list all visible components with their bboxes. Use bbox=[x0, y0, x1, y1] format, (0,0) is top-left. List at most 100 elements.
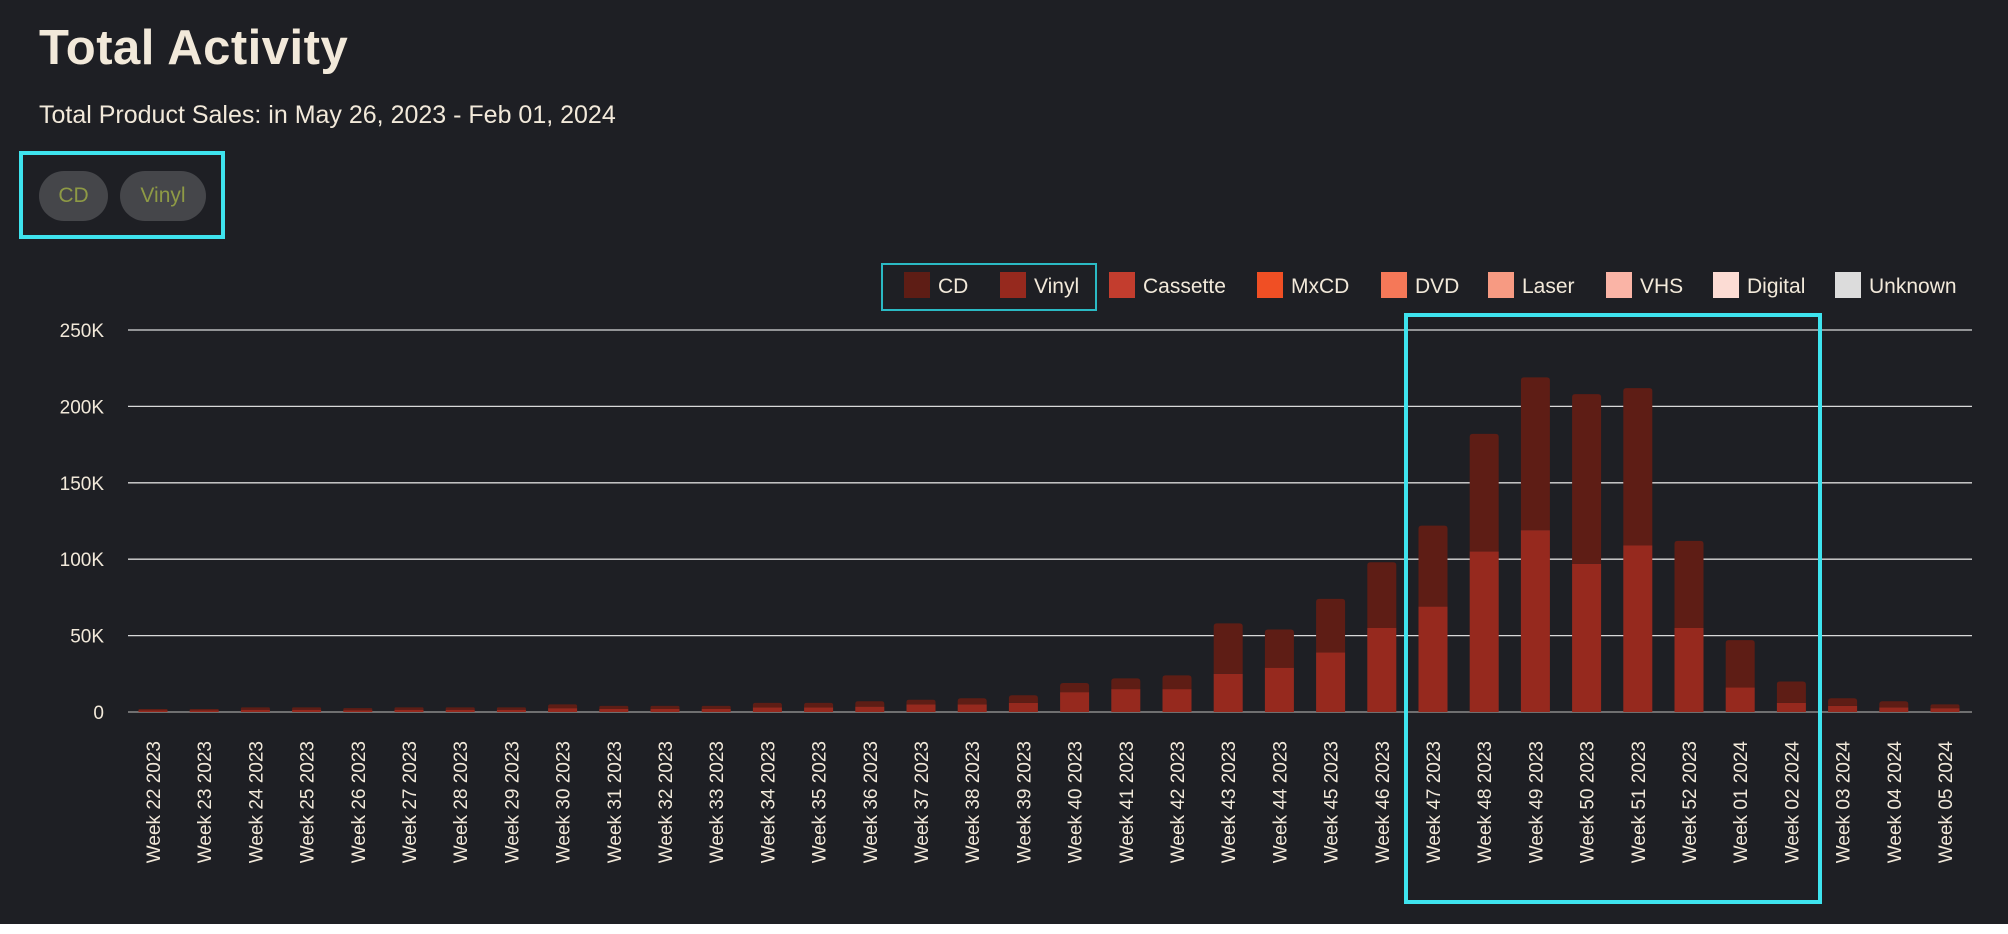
bar-cd-segment bbox=[1111, 678, 1141, 690]
x-tick-label: Week 39 2023 bbox=[1014, 741, 1035, 863]
x-tick-label: Week 32 2023 bbox=[656, 741, 677, 863]
legend-label: VHS bbox=[1640, 275, 1684, 298]
x-tick-label: Week 41 2023 bbox=[1117, 741, 1138, 863]
x-tick-label: Week 33 2023 bbox=[707, 741, 728, 863]
bar-vinyl-segment bbox=[1111, 689, 1141, 712]
x-tick-label: Week 44 2023 bbox=[1270, 741, 1291, 863]
y-tick-label: 150K bbox=[60, 474, 105, 495]
x-tick-label: Week 52 2023 bbox=[1680, 741, 1701, 863]
page-title: Total Activity bbox=[39, 21, 349, 75]
x-tick-label: Week 49 2023 bbox=[1526, 741, 1547, 863]
bar-cd-segment bbox=[1879, 701, 1909, 708]
x-tick-label: Week 02 2024 bbox=[1782, 741, 1803, 864]
bar-vinyl-segment bbox=[599, 708, 629, 712]
bar-cd-segment bbox=[855, 701, 885, 707]
bar-cd-segment bbox=[1418, 525, 1448, 607]
x-tick-label: Week 29 2023 bbox=[502, 741, 523, 863]
legend-swatch bbox=[904, 272, 930, 298]
bar-vinyl-segment bbox=[855, 706, 885, 712]
bar-cd-segment bbox=[1520, 377, 1550, 531]
legend-label: Digital bbox=[1747, 275, 1806, 298]
x-tick-label: Week 50 2023 bbox=[1578, 741, 1599, 863]
x-tick-label: Week 46 2023 bbox=[1373, 741, 1394, 863]
bar-vinyl-segment bbox=[189, 710, 219, 712]
bar-cd-segment bbox=[650, 705, 680, 709]
bar-vinyl-segment bbox=[1367, 627, 1397, 712]
filter-chip-vinyl[interactable]: Vinyl bbox=[120, 171, 206, 221]
bar-vinyl-segment bbox=[445, 709, 475, 712]
bar-cd-segment bbox=[599, 705, 629, 709]
bar-cd-segment bbox=[957, 698, 987, 705]
bar-cd-segment bbox=[189, 708, 219, 711]
x-tick-label: Week 42 2023 bbox=[1168, 741, 1189, 863]
x-tick-label: Week 36 2023 bbox=[861, 741, 882, 863]
bar-cd-segment bbox=[1213, 623, 1243, 674]
bar-vinyl-segment bbox=[343, 710, 373, 712]
bar-vinyl-segment bbox=[1008, 702, 1038, 712]
page-subtitle: Total Product Sales: in May 26, 2023 - F… bbox=[39, 101, 616, 129]
legend-label: Laser bbox=[1522, 275, 1575, 298]
legend-label: DVD bbox=[1415, 275, 1460, 298]
bar-cd-segment bbox=[906, 699, 936, 705]
x-tick-label: Week 03 2024 bbox=[1834, 741, 1855, 864]
bar-cd-segment bbox=[752, 702, 782, 708]
x-tick-label: Week 48 2023 bbox=[1475, 741, 1496, 863]
y-tick-label: 50K bbox=[70, 627, 104, 648]
y-tick-label: 250K bbox=[60, 321, 105, 342]
legend-label: Vinyl bbox=[1034, 275, 1080, 298]
bar-cd-segment bbox=[1828, 698, 1858, 706]
x-tick-label: Week 25 2023 bbox=[298, 741, 319, 863]
bar-vinyl-segment bbox=[1930, 708, 1960, 712]
bar-vinyl-segment bbox=[906, 704, 936, 712]
x-tick-label: Week 35 2023 bbox=[810, 741, 831, 863]
y-tick-label: 0 bbox=[93, 703, 104, 724]
x-tick-label: Week 22 2023 bbox=[144, 741, 165, 863]
bar-vinyl-segment bbox=[138, 710, 168, 712]
legend-swatch bbox=[1606, 272, 1632, 298]
bar-cd-segment bbox=[1162, 675, 1192, 690]
bar-vinyl-segment bbox=[1828, 705, 1858, 712]
bar-cd-segment bbox=[1623, 388, 1653, 546]
y-tick-label: 100K bbox=[60, 550, 105, 571]
bar-vinyl-segment bbox=[1162, 689, 1192, 712]
bar-cd-segment bbox=[292, 707, 322, 710]
bar-cd-segment bbox=[701, 705, 731, 709]
bar-vinyl-segment bbox=[1725, 687, 1755, 712]
bar-cd-segment bbox=[343, 708, 373, 711]
bar-cd-segment bbox=[804, 702, 834, 708]
bar-vinyl-segment bbox=[701, 708, 731, 712]
bar-cd-segment bbox=[1930, 704, 1960, 709]
bar-cd-segment bbox=[445, 707, 475, 710]
legend-label: MxCD bbox=[1291, 275, 1350, 298]
bar-cd-segment bbox=[496, 707, 526, 710]
bar-vinyl-segment bbox=[240, 709, 270, 712]
bar-cd-segment bbox=[394, 707, 424, 710]
bar-vinyl-segment bbox=[394, 709, 424, 712]
bar-vinyl-segment bbox=[1776, 702, 1806, 712]
bar-vinyl-segment bbox=[804, 707, 834, 712]
filter-chip-cd[interactable]: CD bbox=[39, 171, 108, 221]
bar-vinyl-segment bbox=[957, 704, 987, 712]
x-tick-label: Week 01 2024 bbox=[1731, 741, 1752, 864]
bar-vinyl-segment bbox=[1264, 667, 1294, 712]
x-tick-label: Week 40 2023 bbox=[1066, 741, 1087, 863]
legend-selected-highlight bbox=[881, 263, 1097, 311]
bar-vinyl-segment bbox=[548, 708, 578, 712]
bar-cd-segment bbox=[1776, 681, 1806, 703]
x-tick-label: Week 45 2023 bbox=[1322, 741, 1343, 863]
bar-vinyl-segment bbox=[292, 709, 322, 712]
bar-vinyl-segment bbox=[1213, 673, 1243, 712]
legend-label: Unknown bbox=[1869, 275, 1957, 298]
x-tick-label: Week 30 2023 bbox=[554, 741, 575, 863]
x-tick-label: Week 23 2023 bbox=[195, 741, 216, 863]
bar-cd-segment bbox=[1572, 394, 1602, 564]
legend-swatch bbox=[1000, 272, 1026, 298]
bar-cd-segment bbox=[1469, 433, 1499, 552]
legend-swatch bbox=[1488, 272, 1514, 298]
bar-vinyl-segment bbox=[1418, 606, 1448, 712]
bar-cd-segment bbox=[1725, 640, 1755, 688]
bar-cd-segment bbox=[138, 708, 168, 711]
legend-swatch bbox=[1109, 272, 1135, 298]
bar-cd-segment bbox=[1367, 562, 1397, 628]
